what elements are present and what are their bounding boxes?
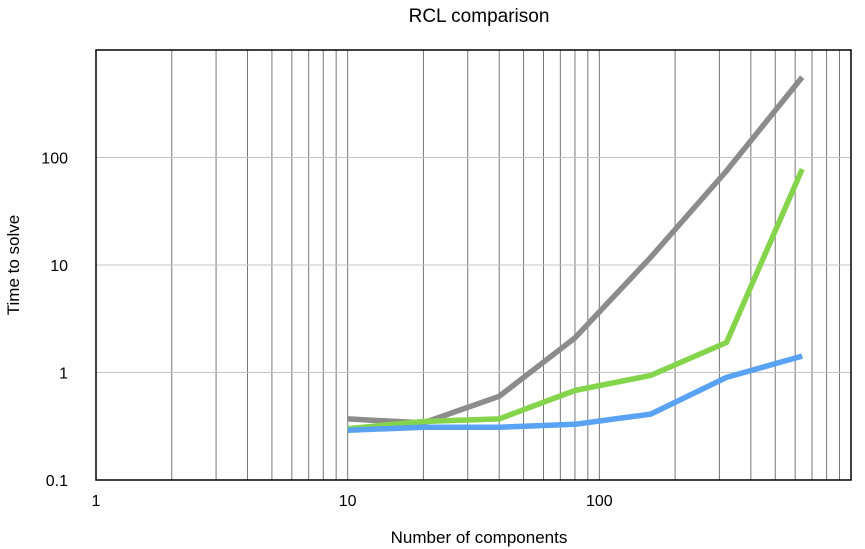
tick-labels: 1 10 100 0.1 1 10 100 [41,151,612,511]
y-tick-label: 100 [41,151,68,168]
x-tick-label: 100 [586,493,613,510]
series-line-2 [347,167,805,432]
y-tick-label: 0.1 [46,473,68,490]
series-lines [347,75,805,434]
y-tick-label: 10 [50,258,68,275]
chart-title: RCL comparison [409,6,550,27]
x-tick-label: 10 [339,493,357,510]
series-line-3 [347,353,803,434]
gridlines [96,50,851,480]
y-axis-label: Time to solve [4,215,23,315]
x-axis-label: Number of components [391,528,568,547]
x-tick-label: 1 [92,493,101,510]
plot-frame [95,49,852,481]
y-tick-label: 1 [59,366,68,383]
